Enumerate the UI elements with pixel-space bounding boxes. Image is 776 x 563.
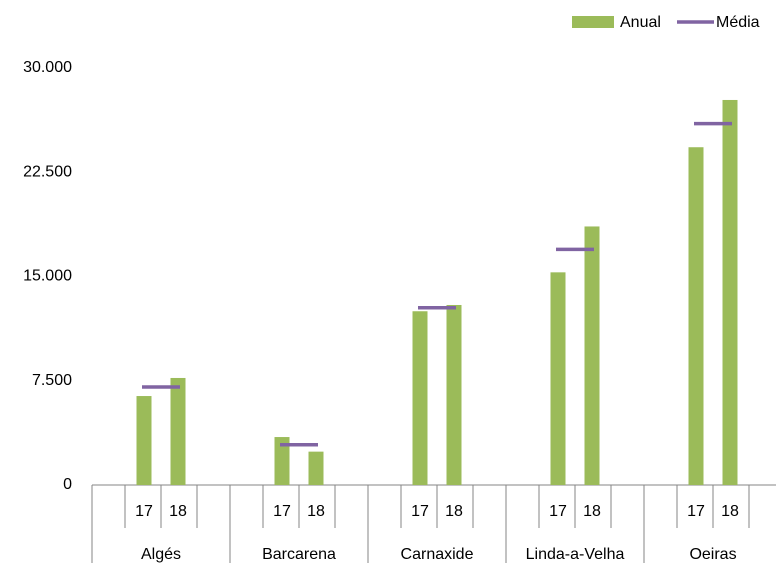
x-tick-label: Oeiras	[689, 546, 736, 563]
x-subtick-label: 18	[307, 503, 325, 520]
bar	[308, 451, 324, 485]
bar	[722, 99, 738, 485]
legend-label: Anual	[620, 14, 661, 31]
bar	[446, 304, 462, 485]
y-tick-label: 30.000	[23, 59, 72, 76]
y-tick-label: 0	[63, 476, 72, 493]
x-tick-label: Barcarena	[262, 546, 336, 563]
x-subtick-label: 17	[135, 503, 153, 520]
x-subtick-label: 18	[445, 503, 463, 520]
x-subtick-label: 18	[721, 503, 739, 520]
y-tick-label: 7.500	[32, 372, 72, 389]
x-tick-label: Carnaxide	[401, 546, 474, 563]
bar	[584, 226, 600, 485]
x-subtick-label: 17	[549, 503, 567, 520]
bar	[688, 147, 704, 486]
bar	[274, 437, 290, 485]
bar	[170, 377, 186, 485]
x-tick-label: Linda-a-Velha	[526, 546, 625, 563]
bar	[550, 272, 566, 485]
x-subtick-label: 18	[583, 503, 601, 520]
y-tick-label: 22.500	[23, 163, 72, 180]
x-subtick-label: 17	[273, 503, 291, 520]
x-subtick-label: 17	[411, 503, 429, 520]
y-tick-label: 15.000	[23, 268, 72, 285]
legend-label: Média	[716, 14, 760, 31]
bar	[136, 396, 152, 485]
x-subtick-label: 18	[169, 503, 187, 520]
legend-swatch	[572, 16, 614, 28]
x-subtick-label: 17	[687, 503, 705, 520]
bar	[412, 311, 428, 485]
x-tick-label: Algés	[141, 546, 181, 563]
